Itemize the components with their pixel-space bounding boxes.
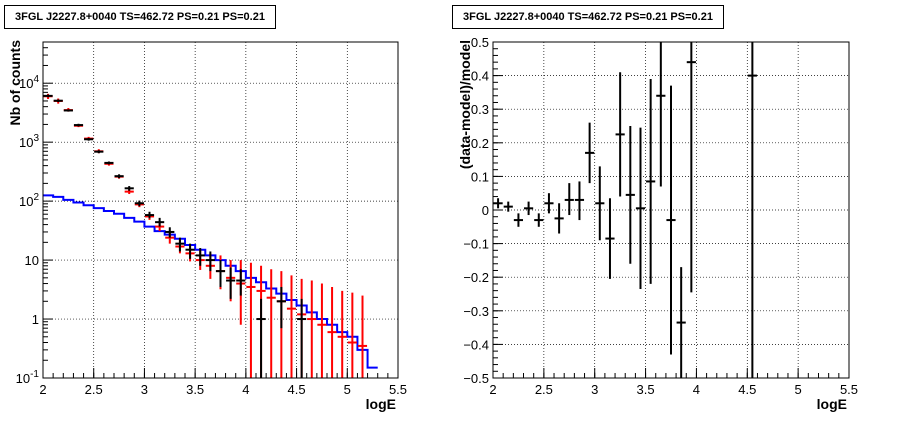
data-point — [165, 227, 175, 238]
data-point — [175, 237, 185, 252]
data-point — [534, 213, 544, 227]
x-axis-label: logE — [817, 396, 847, 412]
data-point — [134, 200, 144, 207]
data-point — [104, 161, 114, 165]
data-point — [564, 183, 574, 216]
model-point — [347, 292, 357, 378]
data-point — [493, 198, 503, 209]
model-point — [337, 290, 347, 378]
data-point — [215, 260, 226, 287]
data-point — [595, 166, 605, 241]
data-point — [686, 42, 696, 293]
data-point — [646, 78, 656, 284]
y-tick-label: −0.4 — [463, 337, 489, 352]
model-point — [327, 286, 337, 378]
y-axis-label: (data-model)/model — [457, 40, 473, 169]
x-tick-label: 4.5 — [288, 382, 306, 397]
data-point — [585, 122, 595, 184]
data-point — [297, 298, 307, 378]
y-tick-label: 102 — [19, 192, 39, 209]
model-point — [357, 295, 368, 378]
data-point — [114, 174, 124, 179]
x-tick-label: 5 — [795, 382, 802, 397]
plot-frame — [42, 41, 399, 379]
x-tick-label: 2.5 — [85, 382, 103, 397]
data-point — [276, 286, 286, 329]
data-point — [94, 150, 104, 154]
data-point — [544, 193, 554, 214]
y-tick-label: 0.3 — [471, 102, 489, 117]
data-point — [124, 186, 134, 191]
x-tick-label: 2.5 — [535, 382, 553, 397]
model-point — [286, 275, 297, 378]
x-tick-label: 5.5 — [389, 382, 407, 397]
counts-chart-title: 3FGL J2227.8+0040 TS=462.72 PS=0.21 PS=0… — [4, 5, 276, 29]
y-tick-label: 1 — [32, 312, 39, 327]
data-point — [155, 217, 165, 227]
y-axis-label: Nb of counts — [7, 40, 23, 126]
x-tick-label: 2 — [489, 382, 496, 397]
model-step-line — [43, 194, 378, 369]
x-tick-label: 2 — [39, 382, 46, 397]
data-point — [256, 298, 266, 378]
residuals-chart-title: 3FGL J2227.8+0040 TS=462.72 PS=0.21 PS=0… — [452, 5, 724, 29]
model-point — [317, 283, 327, 378]
x-tick-label: 5 — [344, 382, 351, 397]
data-point — [43, 94, 53, 98]
x-axis-label: logE — [366, 396, 396, 412]
y-tick-label: −0.2 — [463, 270, 489, 285]
x-tick-label: 4 — [242, 382, 249, 397]
y-tick-label: 103 — [19, 133, 39, 150]
y-tick-label: −0.3 — [463, 304, 489, 319]
data-point — [226, 267, 236, 299]
data-point — [53, 99, 63, 103]
y-tick-label: 0.5 — [471, 35, 489, 50]
data-point — [676, 267, 686, 378]
y-tick-label: 0.2 — [471, 136, 489, 151]
data-point — [205, 251, 215, 272]
x-tick-label: 5.5 — [840, 382, 858, 397]
y-tick-label: 10 — [25, 253, 39, 268]
data-point — [503, 201, 513, 212]
data-point — [73, 123, 84, 127]
x-tick-label: 3 — [591, 382, 598, 397]
data-point — [185, 243, 195, 259]
model-point — [266, 269, 276, 378]
model-point — [246, 262, 256, 378]
y-tick-label: −0.5 — [463, 371, 489, 386]
model-point — [307, 280, 317, 378]
data-point — [635, 127, 646, 289]
data-point — [747, 42, 757, 378]
x-tick-label: 3.5 — [637, 382, 655, 397]
data-point — [625, 126, 635, 264]
data-point — [84, 137, 94, 141]
data-point — [236, 269, 246, 296]
data-point — [666, 85, 676, 355]
data-point — [195, 248, 205, 266]
data-point — [554, 203, 564, 234]
data-point — [63, 109, 73, 112]
residuals-panel: 2 2.5 3 3.5 4 4.5 5 5.5 −0.5 −0.4 −0.3 −0.2 −0.1 0 0.1… — [457, 35, 858, 412]
data-point — [574, 181, 585, 221]
x-tick-label: 4.5 — [738, 382, 756, 397]
y-tick-label: −0.1 — [463, 237, 489, 252]
data-point — [656, 42, 666, 187]
plot-frame — [492, 41, 850, 379]
data-point — [513, 213, 524, 227]
counts-panel: 2 2.5 3 3.5 4 4.5 5 5.5 10-1 1 10 102 103 104 logE Nb o… — [7, 40, 407, 412]
x-tick-label: 4 — [693, 382, 700, 397]
data-point — [144, 211, 155, 219]
y-tick-label: 0.1 — [471, 169, 489, 184]
x-tick-label: 3 — [141, 382, 148, 397]
y-tick-label: 0.4 — [471, 69, 489, 84]
y-tick-label: 0 — [482, 203, 489, 218]
data-point — [524, 201, 534, 216]
data-point — [615, 72, 625, 197]
y-tick-label: 104 — [19, 74, 39, 91]
y-tick-label: 10-1 — [16, 369, 40, 386]
x-tick-label: 3.5 — [186, 382, 204, 397]
data-point — [605, 198, 615, 279]
